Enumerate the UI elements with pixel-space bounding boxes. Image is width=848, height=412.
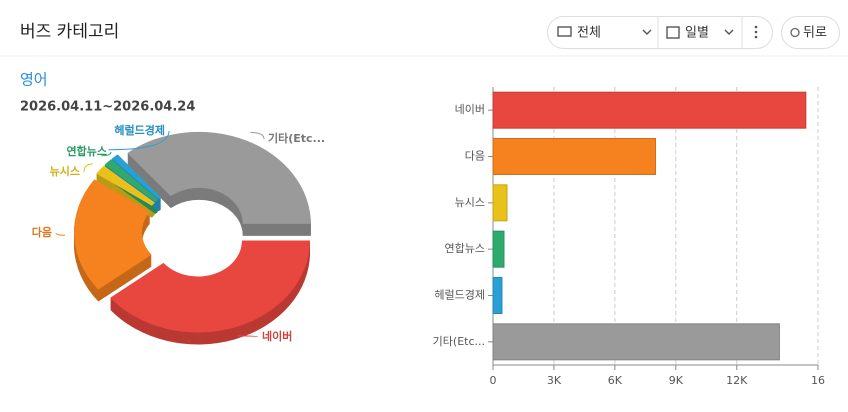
leader-line <box>237 335 259 338</box>
chevron <box>724 29 734 35</box>
y-tick-label: 네이버 <box>455 103 485 116</box>
back-label[interactable]: 뒤로 <box>803 26 827 41</box>
x-tick-label: 0 <box>490 374 497 387</box>
calendar-icon <box>666 26 680 39</box>
leader-line <box>101 151 112 157</box>
y-tick-label: 헤럴드경제 <box>434 289 485 302</box>
slice <box>111 154 161 200</box>
slice <box>127 131 311 224</box>
slice-label: 연합뉴스 <box>67 144 107 158</box>
slice <box>74 179 152 290</box>
x-tick-label: 9K <box>669 374 684 387</box>
bar-chart: 0 3K 6K 9K 12K 16 네이버다음뉴시스연합뉴스헤럴드경제기타(Etc... <box>433 87 825 387</box>
bar <box>492 230 505 268</box>
pie-chart: 네이버 다음 뉴시스 연합뉴스 헤럴드경제기타(Etc... <box>32 123 325 345</box>
back-button[interactable] <box>781 16 840 49</box>
bar <box>492 138 656 175</box>
page-title: 버즈 카테고리 <box>20 22 119 42</box>
leader-line <box>250 131 265 140</box>
slice-label: 기타(Etc... <box>268 131 325 145</box>
leader-line <box>55 232 66 236</box>
leader-line <box>83 163 93 173</box>
toolbar: 전체 일별 뒤로 <box>547 16 840 49</box>
slice <box>96 165 155 206</box>
refresh-icon <box>790 27 800 38</box>
slice <box>110 240 310 333</box>
x-tick-label: 6K <box>608 374 623 387</box>
filter-select[interactable]: 전체 <box>577 26 601 41</box>
slice-label: 다음 <box>32 225 52 239</box>
y-tick-label: 기타(Etc... <box>433 335 485 348</box>
date-range: 2026.04.11~2026.04.24 <box>20 100 195 115</box>
y-tick-label: 뉴시스 <box>455 196 485 209</box>
y-tick-label: 연합뉴스 <box>445 242 485 255</box>
slice-label: 네이버 <box>262 329 292 343</box>
x-tick-label: 3K <box>547 374 562 387</box>
monitor-icon <box>557 26 572 37</box>
bar <box>492 323 780 361</box>
x-tick-label: 16 <box>811 374 825 387</box>
slice <box>104 159 159 202</box>
section-title: 영어 <box>20 71 48 89</box>
y-tick-label: 다음 <box>465 150 485 163</box>
bar <box>492 91 807 129</box>
period-select[interactable]: 일별 <box>685 26 709 41</box>
slice-label: 뉴시스 <box>50 165 80 178</box>
filter-group <box>547 16 773 49</box>
chevron <box>642 29 652 35</box>
bar <box>492 184 508 222</box>
more-button[interactable] <box>754 25 758 39</box>
slice-label: 헤럴드경제 <box>114 123 165 137</box>
leader-line <box>108 130 170 151</box>
bar <box>492 277 503 314</box>
x-tick-label: 12K <box>726 374 748 387</box>
